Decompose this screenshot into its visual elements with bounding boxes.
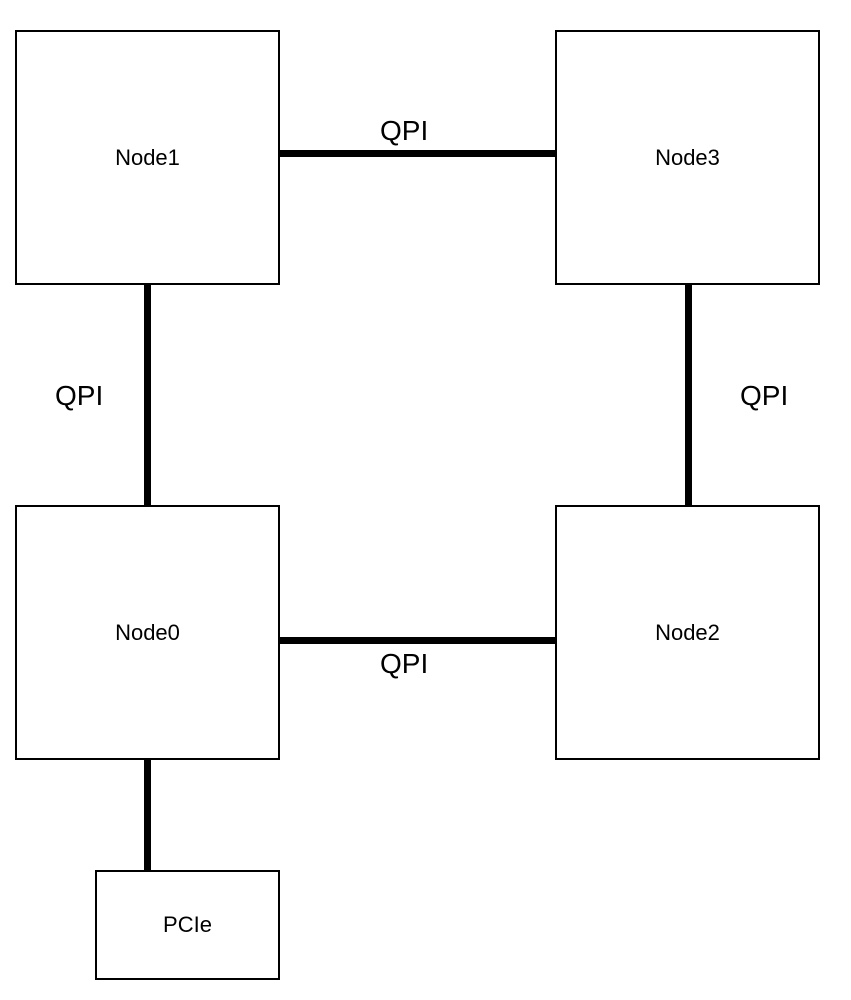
edge-right-label: QPI (740, 380, 788, 412)
pcie-label: PCIe (163, 912, 212, 938)
node3-box: Node3 (555, 30, 820, 285)
node2-label: Node2 (655, 620, 720, 646)
edge-top (280, 150, 555, 157)
edge-bottom (280, 637, 555, 644)
edge-right (685, 285, 692, 505)
node3-label: Node3 (655, 145, 720, 171)
edge-pcie (144, 760, 151, 870)
node0-box: Node0 (15, 505, 280, 760)
node1-box: Node1 (15, 30, 280, 285)
pcie-box: PCIe (95, 870, 280, 980)
edge-left-label: QPI (55, 380, 103, 412)
edge-bottom-label: QPI (380, 648, 428, 680)
node2-box: Node2 (555, 505, 820, 760)
node0-label: Node0 (115, 620, 180, 646)
edge-left (144, 285, 151, 505)
node1-label: Node1 (115, 145, 180, 171)
edge-top-label: QPI (380, 115, 428, 147)
